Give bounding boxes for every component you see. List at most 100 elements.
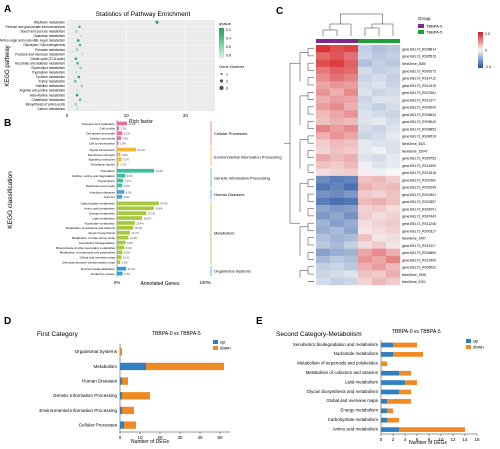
panel-c-row-labels: gene-BEL73_RS08814 gene-BEL73_RS05515 NewG… xyxy=(402,47,436,284)
panel-c-scale-tick: 0 xyxy=(485,49,487,53)
panel-c-cell xyxy=(372,59,387,68)
panel-b-bar-value: 5.9% xyxy=(124,195,131,199)
panel-a-legend-tick: 0.6 xyxy=(226,45,231,49)
panel-c-cell xyxy=(316,175,331,184)
panel-a-point xyxy=(77,75,81,79)
panel-c-row-label: NewGene_32047 xyxy=(402,149,428,153)
panel-a-size-legend-title: Gene Number xyxy=(219,64,245,69)
panel-c-cell xyxy=(330,168,345,177)
panel-c-row-label: gene-BEL73_RS07443 xyxy=(402,215,436,219)
panel-a-grid xyxy=(66,20,215,111)
panel-c-cell xyxy=(344,52,359,60)
panel-c-cell xyxy=(372,139,387,148)
panel-d-legend-swatch xyxy=(213,346,218,350)
panel-d-legend-label: up xyxy=(220,340,226,345)
panel-b-bar-value: 3.6% xyxy=(122,261,129,265)
panel-a-pathway-label: Riboflavin metabolism xyxy=(34,20,66,24)
panel-e-category-label: Nucleotide metabolism xyxy=(334,351,379,356)
panel-c-scale-ticks: 2.5 0 -2.5 xyxy=(485,32,491,69)
panel-b-bar-value: 21.5% xyxy=(137,148,145,152)
panel-d: D First Category TBBPA-0 vs TBBPA-5 0 10 2… xyxy=(4,316,231,445)
panel-b-bar-value: 20.4% xyxy=(136,221,144,225)
panel-a-point xyxy=(76,61,79,65)
panel-e-xtick: 16 xyxy=(474,437,480,442)
panel-c-cell xyxy=(316,190,331,198)
panel-b-bar-label: Lipid metabolism xyxy=(92,216,115,220)
panel-b-bar xyxy=(117,206,154,211)
panel-c-dendrograms xyxy=(284,13,394,282)
panel-d-category-label: Organismal Systems xyxy=(75,349,118,354)
panel-b-bar-value: 4.5% xyxy=(122,137,129,141)
panel-a-pathway-label: beta-Alanine metabolism xyxy=(30,93,65,97)
panel-c-cell xyxy=(316,241,331,249)
panel-c-cell xyxy=(330,95,345,104)
panel-a-point xyxy=(78,43,82,47)
panel-a-pathway-label: Carbon metabolism xyxy=(37,107,65,111)
panel-c-cell xyxy=(372,226,387,235)
panel-b-bar-label: Infectious diseases xyxy=(89,190,115,194)
panel-c-cell xyxy=(344,161,359,169)
panel-b-bar xyxy=(117,194,123,199)
panel-c-cell xyxy=(330,175,345,184)
panel-c-cell xyxy=(372,132,387,140)
panel-b-bar-label: Nucleotide metabolism xyxy=(85,221,116,225)
panel-c-cell xyxy=(372,117,387,126)
panel-c-cell xyxy=(372,110,387,118)
panel-a-pathway-label: Galactose metabolism xyxy=(33,34,65,38)
panel-e-category-label: Amino acid metabolism xyxy=(333,426,379,431)
panel-c-cell xyxy=(358,175,373,184)
panel-a-pathway-label: Citrate cycle (TCA cycle) xyxy=(30,57,65,61)
panel-b-bar-label: Transcription xyxy=(98,179,116,183)
panel-d-xlabel: Number of DEGs xyxy=(131,439,170,445)
panel-c-cell xyxy=(330,103,345,111)
panel-b-ylabel: KEGG classification xyxy=(7,171,14,229)
panel-c-cell xyxy=(316,81,331,89)
panel-a-point xyxy=(78,98,82,101)
panel-c-cell xyxy=(344,168,359,177)
panel-b-bar xyxy=(117,235,129,240)
panel-label-d: D xyxy=(4,316,11,327)
panel-a-legend: qvalue 0.2 0.4 0.6 0.8 Gene Number 1 2 3 xyxy=(219,21,245,91)
panel-c-cell xyxy=(344,103,359,111)
panel-b-bar-value: 28.6% xyxy=(144,216,152,220)
panel-c-cell xyxy=(344,45,359,53)
panel-a-point xyxy=(73,80,77,83)
panel-b-bar-value: 41.8% xyxy=(155,207,163,211)
panel-c-cell xyxy=(316,255,331,264)
panel-a-pathway-label: Tyrosine metabolism xyxy=(36,75,66,79)
panel-d-bar-up xyxy=(120,406,122,415)
panel-c-cell xyxy=(316,197,331,206)
panel-c-cell xyxy=(344,74,359,82)
panel-d-xtick: 10 xyxy=(137,435,143,440)
panel-c-cell xyxy=(372,81,387,89)
panel-b-bar xyxy=(117,126,120,131)
panel-b-bar-label: Cell motility xyxy=(100,127,116,131)
panel-e-legend-label: up xyxy=(473,339,479,344)
panel-c-cell xyxy=(358,103,373,111)
panel-c-row-label: gene-BEL73_RS04519 xyxy=(402,135,436,139)
panel-c-cell xyxy=(330,219,345,228)
panel-c-cell xyxy=(386,226,401,235)
panel-c-cell xyxy=(372,183,387,191)
panel-c-cell xyxy=(316,161,331,169)
panel-c-cell xyxy=(358,161,373,169)
panel-a-color-bar xyxy=(219,28,224,58)
panel-a-pathway-label: Amino sugar and nucleotide sugar metabol… xyxy=(0,39,65,43)
panel-b: B Transport and catabolism 11.3% Cell moti… xyxy=(4,118,282,287)
panel-b-bar xyxy=(117,147,136,152)
panel-c-cell xyxy=(330,66,345,75)
panel-e-bar-down xyxy=(399,427,465,432)
panel-b-bar xyxy=(117,216,143,220)
panel-b-bar-value: 12.9% xyxy=(130,236,138,240)
panel-b-bar-label: Carbohydrate metabolism xyxy=(81,202,116,206)
panel-c-cell xyxy=(372,88,387,97)
panel-c-cell xyxy=(330,59,345,68)
panel-c-cell xyxy=(372,234,387,242)
panel-e-xtick: 10 xyxy=(438,437,444,442)
panel-c-cell xyxy=(372,45,387,53)
panel-a-pathway-label: Arginine and proline metabolism xyxy=(19,89,65,93)
panel-d-legend-label: down xyxy=(220,346,231,351)
panel-d-legend-swatch xyxy=(213,340,218,344)
panel-c-cell xyxy=(386,190,401,198)
